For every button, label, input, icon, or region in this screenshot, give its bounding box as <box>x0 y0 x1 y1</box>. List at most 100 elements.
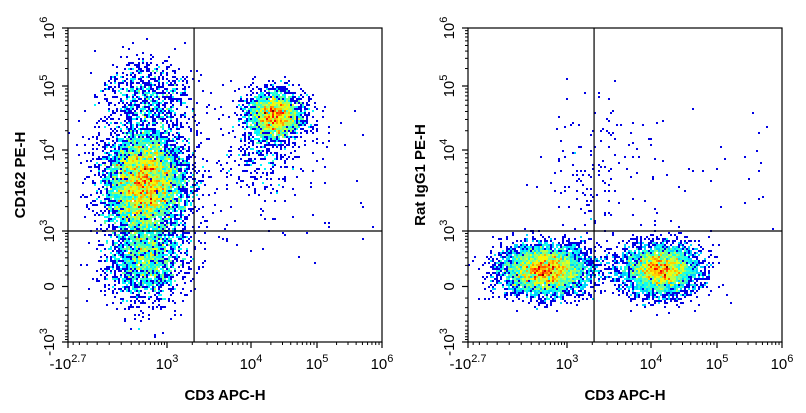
event-dot <box>556 254 558 256</box>
event-dot <box>168 194 170 196</box>
event-dot <box>276 92 278 94</box>
event-dot <box>144 106 146 108</box>
event-dot <box>280 134 282 136</box>
event-dot <box>276 138 278 140</box>
event-dot <box>110 122 112 124</box>
event-dot <box>226 172 228 174</box>
event-dot <box>136 228 138 230</box>
event-dot <box>132 114 134 116</box>
event-dot <box>154 152 156 154</box>
event-dot <box>136 70 138 72</box>
event-dot <box>128 154 130 156</box>
event-dot <box>124 146 126 148</box>
event-dot <box>162 210 164 212</box>
event-dot <box>152 244 154 246</box>
event-dot <box>248 134 250 136</box>
event-dot <box>188 196 190 198</box>
event-dot <box>112 64 114 66</box>
event-dot <box>100 90 102 92</box>
event-dot <box>128 136 130 138</box>
event-dot <box>542 282 544 284</box>
event-dot <box>168 172 170 174</box>
event-dot <box>134 138 136 140</box>
event-dot <box>282 98 284 100</box>
event-dot <box>142 248 144 250</box>
event-dot <box>100 140 102 142</box>
event-dot <box>296 114 298 116</box>
event-dot <box>278 108 280 110</box>
event-dot <box>146 216 148 218</box>
event-dot <box>148 92 150 94</box>
event-dot <box>108 176 110 178</box>
event-dot <box>520 276 522 278</box>
event-dot <box>164 276 166 278</box>
event-dot <box>168 274 170 276</box>
event-dot <box>240 100 242 102</box>
event-dot <box>100 244 102 246</box>
event-dot <box>160 208 162 210</box>
event-dot <box>162 206 164 208</box>
event-dot <box>134 130 136 132</box>
event-dot <box>146 252 148 254</box>
event-dot <box>186 184 188 186</box>
event-dot <box>294 112 296 114</box>
event-dot <box>116 158 118 160</box>
event-dot <box>162 162 164 164</box>
event-dot <box>160 178 162 180</box>
event-dot <box>190 290 192 292</box>
event-dot <box>130 238 132 240</box>
event-dot <box>198 144 200 146</box>
event-dot <box>294 194 296 196</box>
event-dot <box>146 96 148 98</box>
event-dot <box>160 264 162 266</box>
event-dot <box>284 110 286 112</box>
event-dot <box>132 266 134 268</box>
event-dot <box>270 122 272 124</box>
event-dot <box>230 168 232 170</box>
event-dot <box>124 242 126 244</box>
event-dot <box>148 314 150 316</box>
event-dot <box>166 78 168 80</box>
event-dot <box>312 214 314 216</box>
event-dot <box>292 132 294 134</box>
event-dot <box>168 56 170 58</box>
event-dot <box>162 182 164 184</box>
event-dot <box>132 106 134 108</box>
event-dot <box>258 128 260 130</box>
event-dot <box>144 140 146 142</box>
event-dot <box>110 182 112 184</box>
event-dot <box>138 250 140 252</box>
event-dot <box>134 232 136 234</box>
event-dot <box>290 122 292 124</box>
event-dot <box>144 268 146 270</box>
event-dot <box>264 100 266 102</box>
event-dot <box>84 144 86 146</box>
event-dot <box>136 184 138 186</box>
event-dot <box>136 196 138 198</box>
event-dot <box>574 254 576 256</box>
event-dot <box>254 162 256 164</box>
event-dot <box>102 178 104 180</box>
event-dot <box>116 210 118 212</box>
event-dot <box>264 120 266 122</box>
event-dot <box>356 180 358 182</box>
event-dot <box>276 190 278 192</box>
event-dot <box>156 248 158 250</box>
event-dot <box>158 82 160 84</box>
event-dot <box>250 120 252 122</box>
event-dot <box>120 232 122 234</box>
event-dot <box>174 84 176 86</box>
event-dot <box>130 80 132 82</box>
event-dot <box>162 228 164 230</box>
event-dot <box>114 174 116 176</box>
event-dot <box>180 210 182 212</box>
event-dot <box>138 178 140 180</box>
event-dot <box>516 266 518 268</box>
event-dot <box>156 298 158 300</box>
event-dot <box>180 238 182 240</box>
event-dot <box>164 212 166 214</box>
event-dot <box>106 266 108 268</box>
event-dot <box>188 232 190 234</box>
event-dot <box>144 250 146 252</box>
event-dot <box>260 118 262 120</box>
